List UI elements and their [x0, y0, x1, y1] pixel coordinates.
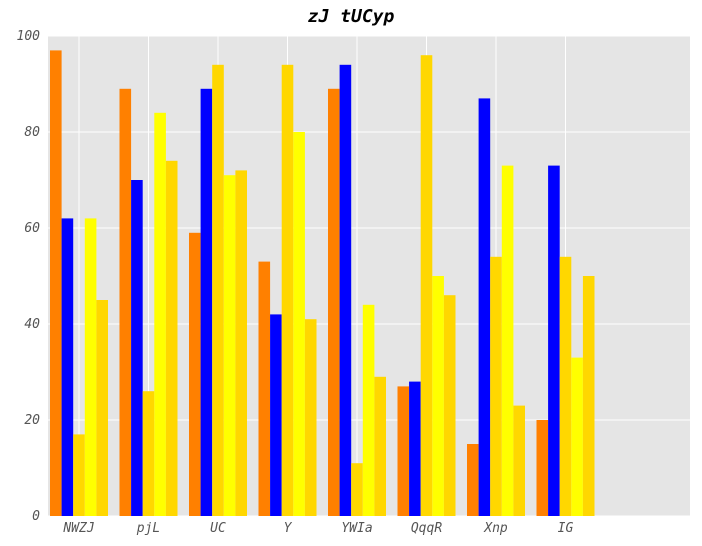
bar — [443, 295, 456, 516]
y-tick-label: 20 — [24, 413, 40, 428]
y-tick-label: 60 — [24, 221, 40, 236]
bar — [142, 391, 155, 516]
bar — [258, 261, 271, 516]
bar — [351, 463, 363, 516]
bar — [339, 64, 352, 517]
bar — [420, 55, 433, 516]
bar — [119, 88, 132, 517]
x-tick-label: UC — [210, 521, 226, 536]
bar — [200, 88, 213, 517]
x-tick-label: IG — [558, 521, 574, 536]
bar — [501, 165, 514, 516]
y-tick-label: 100 — [17, 29, 41, 44]
bar — [374, 376, 386, 516]
bar — [571, 357, 583, 516]
x-tick-label: Xnp — [483, 521, 508, 536]
bar — [84, 218, 97, 516]
bar — [293, 132, 305, 516]
chart-title: zJ tUCyp — [307, 6, 395, 27]
bar — [582, 276, 595, 516]
bar — [397, 386, 410, 516]
bar — [478, 98, 491, 517]
bar — [513, 405, 525, 516]
bar — [96, 300, 108, 516]
bar — [61, 218, 74, 516]
bar — [212, 64, 224, 517]
bar — [131, 180, 143, 516]
y-tick-label: 80 — [24, 125, 40, 140]
bar — [223, 175, 236, 516]
x-tick-label: pjL — [136, 521, 160, 536]
bar — [304, 319, 317, 516]
bar — [409, 381, 421, 516]
bar — [432, 276, 444, 516]
bar — [559, 256, 572, 516]
bar — [490, 256, 502, 516]
bar — [548, 165, 560, 516]
x-tick-label: YWIa — [341, 521, 372, 536]
bar — [281, 64, 294, 517]
bar — [270, 314, 282, 516]
bar — [154, 112, 166, 517]
y-tick-label: 40 — [24, 317, 40, 332]
bar — [73, 434, 85, 516]
bar — [189, 232, 201, 517]
x-tick-label: NWZJ — [62, 521, 94, 536]
x-tick-label: QqqR — [411, 521, 442, 536]
y-tick-label: 0 — [32, 509, 40, 524]
bar — [467, 444, 479, 516]
x-tick-label: Y — [284, 521, 293, 536]
bar — [536, 420, 549, 516]
bar — [235, 170, 247, 516]
bar — [362, 304, 375, 516]
bar — [328, 88, 340, 517]
bar — [50, 50, 62, 517]
bar — [165, 160, 178, 517]
